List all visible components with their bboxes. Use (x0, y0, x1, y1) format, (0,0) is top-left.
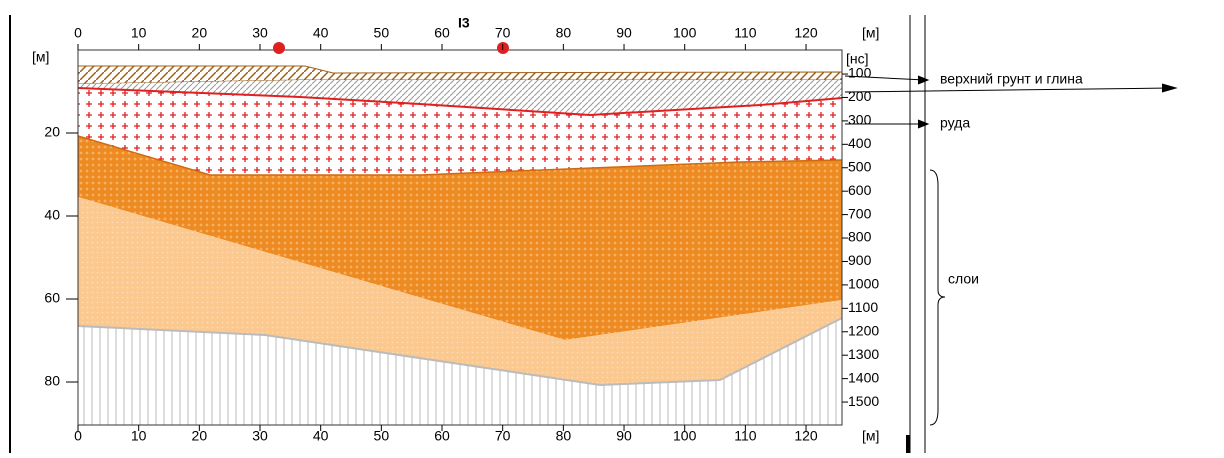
x-tick-label: 40 (313, 25, 329, 41)
y2-tick-label: 1400 (848, 369, 879, 385)
unit: [м] (862, 25, 879, 41)
y2-tick-label: 800 (848, 229, 872, 245)
y2-tick-label: 900 (848, 252, 872, 268)
y2-tick-label: 1300 (848, 346, 879, 362)
y2-tick-label: 1000 (848, 276, 879, 292)
y2-tick-label: 200 (848, 88, 872, 104)
x-tick-label: 110 (734, 25, 757, 41)
y2-tick-label: 500 (848, 158, 872, 174)
arrows (845, 76, 1176, 425)
y2-tick-label: 1200 (848, 322, 879, 338)
marker-label: I3 (458, 15, 470, 31)
unit: [нс] (846, 51, 869, 67)
x-tick-label: 80 (556, 25, 572, 41)
section (78, 42, 842, 425)
annotation: руда (940, 115, 970, 131)
y-tick-label: 80 (44, 373, 60, 389)
y2-tick-label: 700 (848, 205, 872, 221)
y2-tick-label: 400 (848, 135, 872, 151)
y-tick-label: 60 (44, 290, 60, 306)
x-tick-label: 30 (252, 25, 268, 41)
annotation: слои (948, 271, 979, 287)
y2-tick-label: 1100 (848, 299, 878, 315)
diagram: 0010102020303040405050606070708080909010… (0, 0, 1224, 453)
y-tick-label: 20 (44, 124, 60, 140)
x-tick-label: 10 (131, 25, 147, 41)
x-tick-label: 0 (74, 25, 82, 41)
y2-tick-label: 100 (848, 65, 872, 81)
x-tick-label: 50 (374, 25, 390, 41)
mark (906, 435, 910, 453)
x-tick-label: 90 (616, 25, 632, 41)
x-tick-label: 120 (794, 25, 818, 41)
unit: [м] (32, 49, 49, 65)
y-tick-label: 40 (44, 207, 60, 223)
x-tick-label: 100 (673, 25, 697, 41)
x-tick-label: 70 (495, 25, 511, 41)
x-tick-label: 60 (434, 25, 450, 41)
y2-tick-label: 300 (848, 112, 872, 128)
y2-tick-label: 600 (848, 182, 872, 198)
unit: [м] (862, 428, 879, 444)
y2-tick-label: 1500 (848, 393, 879, 409)
x-tick-label: 20 (192, 25, 208, 41)
annotation: верхний грунт и глина (940, 71, 1083, 87)
